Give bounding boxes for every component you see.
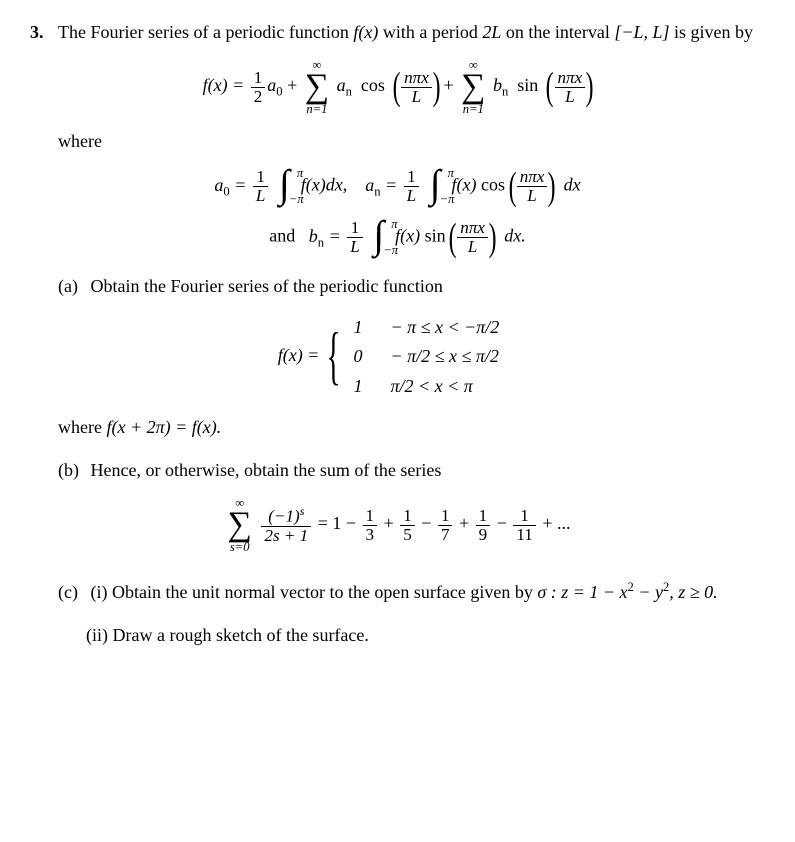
an-lhs: an = xyxy=(365,175,401,195)
part-b-text: Hence, or otherwise, obtain the sum of t… xyxy=(91,460,442,480)
intro-fx: f(x) xyxy=(353,22,378,42)
bn-eq: and bn = 1L ∫π−π f(x) sin (nπxL) dx. xyxy=(30,219,765,256)
intro-d: is given by xyxy=(670,22,754,42)
part-c-ii: (ii) Draw a rough sketch of the surface. xyxy=(86,623,765,648)
part-c-ii-label: (ii) xyxy=(86,625,108,645)
lparen-4: ( xyxy=(449,226,457,250)
dx-1: dx xyxy=(559,175,581,195)
arg-an: nπxL xyxy=(517,168,548,205)
pw-c1: − π ≤ x < −π/2 xyxy=(380,313,517,342)
eq-rhs: = 1 − xyxy=(318,513,361,533)
lparen-1: ( xyxy=(393,75,401,99)
question-number: 3. xyxy=(30,20,58,45)
fx-lhs: f(x) = xyxy=(203,75,245,95)
part-a-label: (a) xyxy=(58,274,86,299)
intro-interval: [−L, L] xyxy=(614,22,669,42)
lparen-3: ( xyxy=(508,175,516,199)
bn-lhs: bn = xyxy=(309,226,345,246)
sin-1: sin xyxy=(513,75,543,95)
part-c-ii-text: Draw a rough sketch of the surface. xyxy=(113,625,369,645)
rparen-1: ) xyxy=(432,75,440,99)
arg-sin: nπxL xyxy=(555,69,586,106)
series-eq: ∞∑s=0 (−1)s 2s + 1 = 1 − 13 + 15 − 17 + … xyxy=(30,497,765,553)
part-a: (a) Obtain the Fourier series of the per… xyxy=(58,274,765,299)
int-bn: ∫π−π xyxy=(373,220,384,255)
t11: 111 xyxy=(513,507,535,544)
intro-b: with a period xyxy=(378,22,482,42)
fourier-series-eq: f(x) = 12a0 + ∞∑n=1 an cos (nπxL) + ∞∑n=… xyxy=(30,59,765,115)
dx-2: dx. xyxy=(500,226,526,246)
periodicity: where f(x + 2π) = f(x). xyxy=(58,415,765,440)
pw-v3: 1 xyxy=(343,372,380,401)
cos-1: cos xyxy=(356,75,389,95)
intro-text: The Fourier series of a periodic functio… xyxy=(58,20,753,45)
sum-s: ∞∑s=0 xyxy=(228,497,252,553)
rparen-2: ) xyxy=(586,75,594,99)
period-eq: f(x + 2π) = f(x). xyxy=(106,417,221,437)
pw-v1: 1 xyxy=(343,313,380,342)
and-label: and xyxy=(269,226,295,246)
where-label: where xyxy=(58,129,765,154)
t7: 17 xyxy=(438,507,453,544)
part-a-text: Obtain the Fourier series of the periodi… xyxy=(91,276,443,296)
intro-a: The Fourier series of a periodic functio… xyxy=(58,22,353,42)
int-a0: ∫π−π xyxy=(279,169,290,204)
a0-lhs: a0 = xyxy=(214,175,250,195)
int-an: ∫π−π xyxy=(430,169,441,204)
part-c-i-text: Obtain the unit normal vector to the ope… xyxy=(112,582,537,602)
intro-c: on the interval xyxy=(501,22,614,42)
t9: 19 xyxy=(476,507,491,544)
bn-term: bn xyxy=(493,75,508,95)
part-c-i-label: (i) xyxy=(91,582,108,602)
t3: 13 xyxy=(363,507,378,544)
period-a: where xyxy=(58,417,106,437)
part-b: (b) Hence, or otherwise, obtain the sum … xyxy=(58,458,765,483)
piecewise-eq: f(x) = { 1− π ≤ x < −π/2 0− π/2 ≤ x ≤ π/… xyxy=(30,313,765,401)
rparen-3: ) xyxy=(548,175,556,199)
sigma-eq: σ : z = 1 − x2 − y2, z ≥ 0. xyxy=(537,582,717,602)
a0-term: a0 xyxy=(267,75,282,95)
piecewise-table: 1− π ≤ x < −π/2 0− π/2 ≤ x ≤ π/2 1π/2 < … xyxy=(343,313,517,401)
brace: { xyxy=(326,339,340,375)
oneL-2: 1L xyxy=(404,168,420,205)
oneL-3: 1L xyxy=(347,219,363,256)
an-term: an xyxy=(337,75,352,95)
dots: + ... xyxy=(542,513,570,533)
pw-v2: 0 xyxy=(343,342,380,371)
a0-an-eq: a0 = 1L ∫π−π f(x)dx, an = 1L ∫π−π f(x) c… xyxy=(30,168,765,205)
intro-2l: 2L xyxy=(482,22,501,42)
oneL-1: 1L xyxy=(253,168,269,205)
series-frac: (−1)s 2s + 1 xyxy=(261,505,311,545)
arg-cos: nπxL xyxy=(401,69,432,106)
lparen-2: ( xyxy=(546,75,554,99)
rparen-4: ) xyxy=(489,226,497,250)
sum-sin: ∞∑n=1 xyxy=(461,59,485,115)
part-b-label: (b) xyxy=(58,458,86,483)
plus-1: + xyxy=(287,75,302,95)
pw-c2: − π/2 ≤ x ≤ π/2 xyxy=(380,342,517,371)
question-intro: 3. The Fourier series of a periodic func… xyxy=(30,20,765,45)
plus-2: + xyxy=(443,75,458,95)
fx-dx-1: f(x)dx, xyxy=(296,175,360,195)
fx-piecewise-lhs: f(x) = xyxy=(278,345,320,365)
pw-c3: π/2 < x < π xyxy=(380,372,517,401)
sum-cos: ∞∑n=1 xyxy=(305,59,329,115)
half: 12 xyxy=(251,69,266,106)
part-c: (c) (i) Obtain the unit normal vector to… xyxy=(58,579,765,605)
t5: 15 xyxy=(400,507,415,544)
part-c-label: (c) xyxy=(58,580,86,605)
arg-bn: nπxL xyxy=(457,219,488,256)
